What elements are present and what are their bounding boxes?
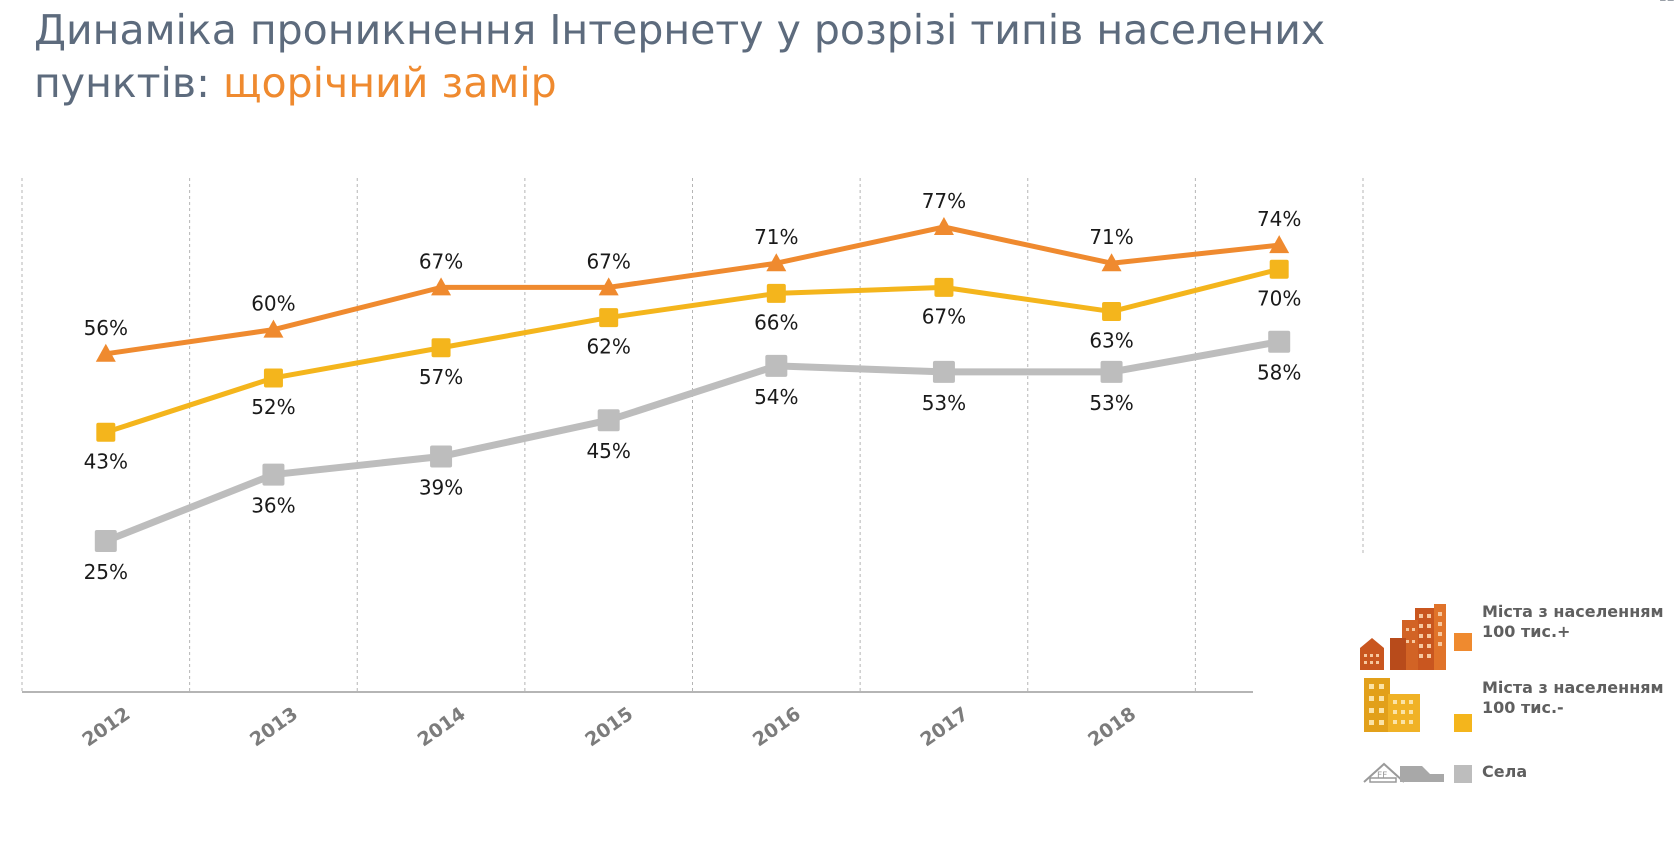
data-point bbox=[932, 360, 955, 383]
data-point bbox=[599, 308, 619, 328]
legend-label-small-cities: Міста з населенням 100 тис.- bbox=[1482, 678, 1672, 718]
data-point bbox=[597, 409, 620, 432]
data-point bbox=[766, 283, 786, 303]
house-icon: FF bbox=[1363, 762, 1444, 783]
legend-label-villages-line1: Села bbox=[1482, 762, 1528, 781]
chart-title: Динаміка проникнення Інтернету у розрізі… bbox=[34, 4, 1334, 110]
data-label: 56% bbox=[84, 316, 128, 340]
svg-text:FF: FF bbox=[1377, 771, 1387, 781]
tall-buildings-icon bbox=[1360, 604, 1446, 670]
x-tick-label: 2016 bbox=[749, 703, 805, 751]
data-label: 57% bbox=[419, 365, 463, 389]
data-point bbox=[934, 277, 954, 297]
data-point bbox=[263, 368, 283, 388]
legend-item-villages: FF Села bbox=[1360, 738, 1675, 808]
data-point bbox=[1101, 253, 1122, 272]
series-line bbox=[103, 224, 1282, 357]
data-label: 74% bbox=[1257, 207, 1301, 231]
data-label: 60% bbox=[251, 292, 295, 316]
data-point bbox=[1102, 302, 1122, 322]
chart-title-accent: щорічний замір bbox=[222, 59, 557, 107]
data-point bbox=[431, 338, 451, 358]
legend-label-villages: Села bbox=[1482, 762, 1672, 782]
data-label: 67% bbox=[922, 304, 966, 328]
data-label: 53% bbox=[1089, 391, 1133, 415]
data-point bbox=[94, 530, 117, 552]
data-point bbox=[430, 445, 453, 468]
x-tick-label: 2015 bbox=[581, 703, 637, 751]
series-line bbox=[102, 338, 1283, 545]
data-point bbox=[263, 319, 284, 338]
data-label: 45% bbox=[586, 439, 630, 463]
data-label: 67% bbox=[419, 249, 463, 273]
data-point bbox=[1268, 330, 1291, 353]
small-buildings-icon bbox=[1364, 678, 1420, 732]
data-label: 54% bbox=[754, 385, 798, 409]
data-point bbox=[262, 463, 285, 486]
data-label: 67% bbox=[586, 249, 630, 273]
x-axis: 2012 2013 2014 2015 2016 2017 2018 bbox=[22, 691, 1253, 751]
x-tick-label: 2017 bbox=[917, 703, 973, 751]
grid bbox=[21, 178, 1364, 692]
x-tick-label: 2012 bbox=[78, 703, 134, 751]
chart-title-main: Динаміка проникнення Інтернету у розрізі… bbox=[34, 6, 1326, 107]
data-point bbox=[95, 343, 116, 362]
legend-swatch-small-cities bbox=[1454, 714, 1472, 732]
x-tick-label: 2014 bbox=[414, 703, 470, 751]
data-label: 77% bbox=[922, 189, 966, 213]
data-label: 58% bbox=[1257, 361, 1301, 385]
legend-item-big-cities: Міста з населенням 100 тис.+ bbox=[1360, 600, 1675, 670]
data-label: 66% bbox=[754, 310, 798, 334]
legend-label-big-cities-line1: Міста з населенням bbox=[1482, 602, 1664, 621]
x-tick-label: 2018 bbox=[1084, 703, 1140, 751]
data-label: 62% bbox=[586, 335, 630, 359]
data-label: 36% bbox=[251, 494, 295, 518]
legend-swatch-big-cities bbox=[1454, 633, 1472, 651]
legend-label-big-cities-line2: 100 тис.+ bbox=[1482, 622, 1571, 641]
legend-item-small-cities: Міста з населенням 100 тис.- bbox=[1360, 678, 1675, 748]
data-point bbox=[1100, 360, 1123, 383]
series-layer bbox=[94, 217, 1291, 552]
data-label: 43% bbox=[84, 449, 128, 473]
data-label: 39% bbox=[419, 475, 463, 499]
series-line bbox=[103, 266, 1282, 435]
page-number: 12 bbox=[1658, 0, 1675, 5]
data-label: 63% bbox=[1089, 329, 1133, 353]
data-point bbox=[765, 354, 788, 377]
legend-label-small-cities-line1: Міста з населенням bbox=[1482, 678, 1664, 697]
data-label: 52% bbox=[251, 395, 295, 419]
x-tick-label: 2013 bbox=[246, 703, 302, 751]
data-point bbox=[933, 217, 954, 235]
data-point bbox=[598, 277, 619, 296]
data-point bbox=[766, 253, 787, 272]
data-label: 70% bbox=[1257, 286, 1301, 310]
data-point bbox=[431, 277, 452, 296]
data-label: 71% bbox=[754, 225, 798, 249]
legend-label-big-cities: Міста з населенням 100 тис.+ bbox=[1482, 602, 1672, 642]
data-label: 53% bbox=[922, 391, 966, 415]
data-label: 71% bbox=[1089, 225, 1133, 249]
legend: Міста з населенням 100 тис.+ Міста з нас… bbox=[1360, 600, 1675, 846]
legend-swatch-villages bbox=[1454, 765, 1472, 783]
data-point bbox=[96, 422, 116, 442]
data-label: 25% bbox=[84, 560, 128, 584]
data-labels: 56% 60% 67% 67% 71% 77% 71% 74% 43% 52% 57% 62% 66% 6… bbox=[84, 189, 1302, 584]
data-point bbox=[1269, 235, 1290, 254]
data-point bbox=[1269, 259, 1289, 279]
legend-label-small-cities-line2: 100 тис.- bbox=[1482, 698, 1564, 717]
